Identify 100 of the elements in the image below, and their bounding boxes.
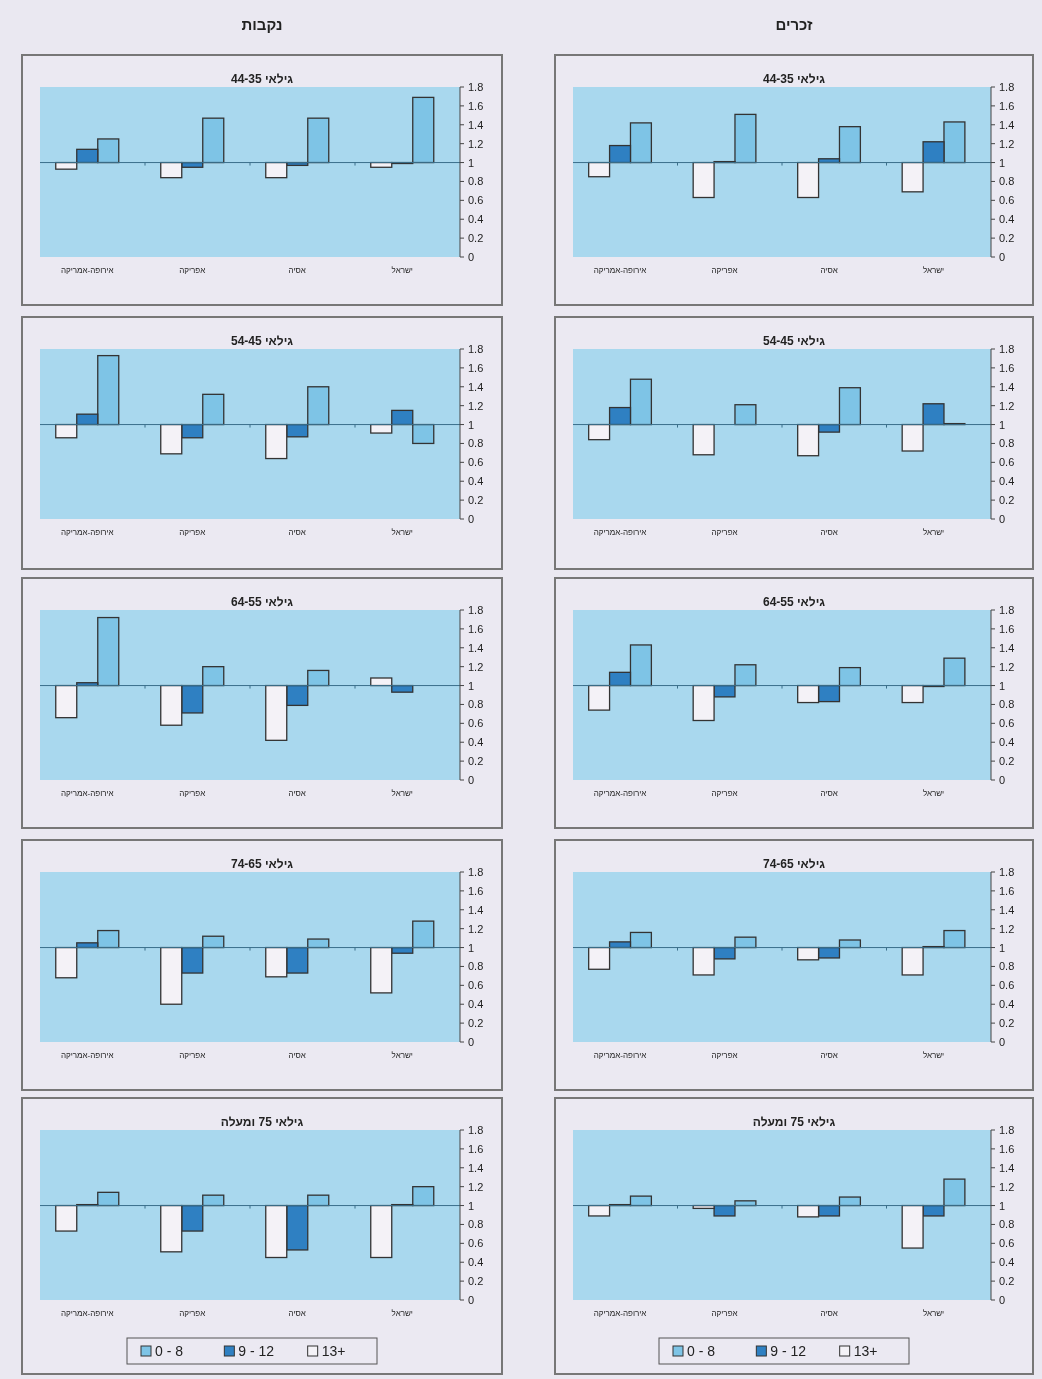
y-tick-label: 1.2 <box>999 1180 1015 1193</box>
y-tick-label: 0 <box>999 1036 1006 1048</box>
y-tick-label: 0 <box>468 513 475 525</box>
y-tick-label: 1.4 <box>468 380 484 393</box>
x-tick-label: ישראל <box>922 1309 945 1318</box>
y-tick-label: 0 <box>999 251 1006 263</box>
x-tick-label: אירופה-אמריקה <box>593 1051 647 1060</box>
y-tick-label: 0.4 <box>999 736 1015 749</box>
y-tick-label: 1.2 <box>999 137 1015 150</box>
y-tick-label: 0.2 <box>999 1017 1015 1030</box>
y-tick-label: 1 <box>468 679 475 692</box>
y-tick-label: 0.4 <box>999 1256 1015 1269</box>
y-tick-label: 0.4 <box>999 213 1015 226</box>
x-tick-label: ישראל <box>391 266 413 275</box>
y-tick-label: 1.6 <box>999 99 1015 112</box>
y-tick-label: 0.6 <box>999 717 1015 730</box>
x-tick-label: אפריקה <box>711 1309 738 1318</box>
x-tick-label: ישראל <box>391 528 413 537</box>
chart-title: גילאי 64-55 <box>762 595 826 609</box>
y-tick-label: 1.8 <box>999 866 1015 878</box>
y-tick-label: 1.4 <box>468 118 484 131</box>
y-tick-label: 0.4 <box>468 736 484 749</box>
y-tick-label: 1.2 <box>999 660 1015 673</box>
x-tick-label: אפריקה <box>179 1309 206 1318</box>
y-tick-label: 1.4 <box>999 1161 1015 1174</box>
y-tick-label: 0.4 <box>999 998 1015 1011</box>
x-tick-label: אסיה <box>820 1309 838 1318</box>
y-tick-label: 1 <box>468 941 475 954</box>
x-tick-label: ישראל <box>391 789 413 798</box>
y-tick-label: 0.6 <box>999 456 1015 469</box>
legend-label: 13+ <box>321 1343 346 1359</box>
x-tick-label: אפריקה <box>711 1051 738 1060</box>
chart-title: גילאי 75 ומעלה <box>220 1115 304 1129</box>
y-tick-label: 1 <box>999 156 1006 169</box>
y-tick-label: 0.6 <box>999 979 1015 992</box>
y-tick-label: 1 <box>999 679 1006 692</box>
y-tick-label: 1.6 <box>468 99 484 112</box>
y-tick-label: 0.4 <box>468 1256 484 1269</box>
text: זכרים <box>775 16 814 33</box>
y-tick-label: 1.8 <box>468 604 484 616</box>
x-tick-label: אירופה-אמריקה <box>60 1051 114 1060</box>
y-tick-label: 1 <box>468 1199 475 1212</box>
y-tick-label: 1.8 <box>999 81 1015 93</box>
x-tick-label: ישראל <box>391 1051 413 1060</box>
x-tick-label: אפריקה <box>179 528 206 537</box>
chart-title: גילאי 54-45 <box>762 334 826 348</box>
x-tick-label: אירופה-אמריקה <box>593 266 647 275</box>
y-tick-label: 1.8 <box>999 1124 1015 1136</box>
y-tick-label: 0.2 <box>468 755 484 768</box>
x-tick-label: אסיה <box>820 1051 838 1060</box>
legend-label: 9 - 12 <box>238 1343 275 1359</box>
y-tick-label: 0 <box>999 1294 1006 1306</box>
y-tick-label: 0 <box>468 251 475 263</box>
y-tick-label: 1.2 <box>468 137 484 150</box>
y-tick-label: 0.8 <box>999 175 1015 188</box>
x-tick-label: ישראל <box>922 528 945 537</box>
y-tick-label: 0.8 <box>468 960 484 973</box>
x-tick-label: אפריקה <box>711 528 738 537</box>
y-tick-label: 1.4 <box>468 1161 484 1174</box>
y-tick-label: 1 <box>468 156 475 169</box>
y-tick-label: 0.8 <box>468 437 484 450</box>
y-tick-label: 0.8 <box>999 1218 1015 1231</box>
x-tick-label: אפריקה <box>179 789 206 798</box>
y-tick-label: 1.2 <box>468 399 484 412</box>
x-tick-label: אירופה-אמריקה <box>60 528 114 537</box>
x-tick-label: אירופה-אמריקה <box>593 789 647 798</box>
legend-label: 0 - 8 <box>687 1343 716 1359</box>
y-tick-label: 1.2 <box>468 922 484 935</box>
y-tick-label: 0 <box>999 513 1006 525</box>
x-tick-label: אירופה-אמריקה <box>60 1309 114 1318</box>
y-tick-label: 1.6 <box>999 1142 1015 1155</box>
y-tick-label: 0.8 <box>468 698 484 711</box>
y-tick-label: 0.8 <box>999 960 1015 973</box>
y-tick-label: 1 <box>999 418 1006 431</box>
y-tick-label: 1.6 <box>468 884 484 897</box>
y-tick-label: 0.8 <box>468 1218 484 1231</box>
y-tick-label: 0 <box>468 1036 475 1048</box>
chart-title: גילאי 64-55 <box>230 595 294 609</box>
x-tick-label: אסיה <box>820 789 838 798</box>
y-tick-label: 1.2 <box>999 399 1015 412</box>
y-tick-label: 0.8 <box>999 437 1015 450</box>
y-tick-label: 0.2 <box>468 1275 484 1288</box>
y-tick-label: 0 <box>468 774 475 786</box>
y-tick-label: 1.8 <box>468 81 484 93</box>
x-tick-label: אסיה <box>820 528 838 537</box>
chart-title: גילאי 74-65 <box>762 857 826 871</box>
y-tick-label: 1.6 <box>468 361 484 374</box>
y-tick-label: 0.6 <box>468 1237 484 1250</box>
chart-title: גילאי 44-35 <box>762 72 826 86</box>
legend-label: 0 - 8 <box>155 1343 184 1359</box>
x-tick-label: אירופה-אמריקה <box>593 528 647 537</box>
x-tick-label: אסיה <box>288 1051 306 1060</box>
y-tick-label: 1.6 <box>468 1142 484 1155</box>
y-tick-label: 1.8 <box>999 343 1015 355</box>
x-tick-label: אירופה-אמריקה <box>593 1309 647 1318</box>
y-tick-label: 0 <box>999 774 1006 786</box>
y-tick-label: 1.4 <box>999 903 1015 916</box>
legend-label: 13+ <box>853 1343 878 1359</box>
y-tick-label: 1 <box>999 941 1006 954</box>
y-tick-label: 0.6 <box>999 1237 1015 1250</box>
